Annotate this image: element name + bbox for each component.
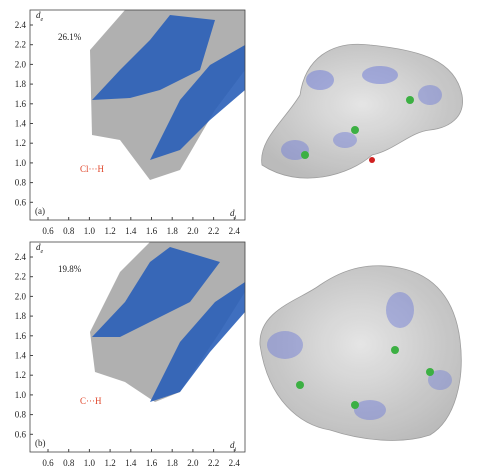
blue-region (92, 247, 220, 337)
x-tick-label: 1.4 (125, 226, 137, 236)
blue-region (150, 282, 245, 402)
x-tick-label: 1.0 (84, 226, 96, 236)
x-tick-label: 0.6 (42, 458, 54, 468)
y-tick-label: 2.0 (15, 291, 27, 301)
y-tick-label: 2.4 (15, 20, 27, 30)
plot-frame (29, 9, 246, 221)
y-tick-label: 1.8 (15, 79, 27, 89)
y-tick-label: 0.8 (15, 410, 27, 420)
x-tick-label: 1.2 (104, 458, 115, 468)
fingerprint-plot: 0.6 0.8 1.0 1.2 1.4 1.6 1.8 2.0 2.2 2.4 2.4 2.2 2.0 1… (15, 241, 246, 468)
axis-subscript: e (41, 249, 44, 255)
y-tick-label: 2.0 (15, 59, 27, 69)
surface-b (259, 265, 462, 441)
y-tick-label: 1.0 (15, 158, 27, 168)
axis-symbol: d (230, 440, 235, 450)
y-tick-label: 1.8 (15, 311, 27, 321)
y-tick-label: 1.0 (15, 390, 27, 400)
axis-subscript: i (235, 215, 237, 221)
axis-symbol: d (36, 10, 41, 20)
blue-region (150, 45, 245, 160)
panel-label: (b) (35, 438, 46, 448)
panel-label: (a) (35, 206, 45, 216)
y-axis-label: de (36, 10, 44, 23)
y-tick-label: 1.6 (15, 99, 27, 109)
contact-label: C···H (80, 396, 102, 406)
x-axis-label: di (230, 440, 237, 453)
plot-frame (29, 241, 246, 453)
x-tick-label: 2.0 (187, 458, 199, 468)
y-tick-label: 2.4 (15, 252, 27, 262)
y-tick-label: 1.4 (15, 119, 27, 129)
x-tick-label: 2.4 (229, 226, 241, 236)
fingerprint-plot: 0.6 0.8 1.0 1.2 1.4 1.6 1.8 2.0 2.2 2.4 2.4 2.2 2.0 1… (15, 9, 246, 236)
x-tick-label: 0.6 (42, 226, 54, 236)
x-tick-label: 1.0 (84, 458, 96, 468)
y-tick-label: 0.6 (15, 197, 27, 207)
percentage: 19.8% (58, 264, 82, 274)
x-tick-label: 1.2 (104, 226, 115, 236)
x-tick-label: 1.8 (167, 226, 179, 236)
x-tick-label: 1.8 (167, 458, 179, 468)
blue-region (92, 15, 215, 100)
x-tick-label: 0.8 (63, 458, 75, 468)
axis-symbol: d (36, 242, 41, 252)
y-tick-label: 2.2 (15, 272, 26, 282)
y-axis-label: de (36, 242, 44, 255)
x-tick-label: 2.2 (208, 458, 219, 468)
y-tick-label: 1.2 (15, 370, 26, 380)
y-tick-label: 0.8 (15, 178, 27, 188)
gray-region (90, 10, 245, 180)
x-tick-label: 0.8 (63, 226, 75, 236)
y-tick-label: 1.2 (15, 138, 26, 148)
x-tick-label: 2.0 (187, 226, 199, 236)
contact-label: Cl···H (80, 164, 104, 174)
x-axis-label: di (230, 208, 237, 221)
gray-region (90, 242, 245, 402)
y-tick-label: 0.6 (15, 429, 27, 439)
axis-subscript: e (41, 17, 44, 23)
surface-a (261, 43, 463, 179)
y-tick-label: 1.6 (15, 331, 27, 341)
axis-subscript: i (235, 447, 237, 453)
x-tick-label: 1.6 (146, 458, 158, 468)
percentage: 26.1% (58, 32, 82, 42)
y-tick-label: 2.2 (15, 40, 26, 50)
axis-symbol: d (230, 208, 235, 218)
y-tick-label: 1.4 (15, 351, 27, 361)
x-tick-label: 2.4 (229, 458, 241, 468)
x-tick-label: 1.4 (125, 458, 137, 468)
x-tick-label: 2.2 (208, 226, 219, 236)
x-tick-label: 1.6 (146, 226, 158, 236)
